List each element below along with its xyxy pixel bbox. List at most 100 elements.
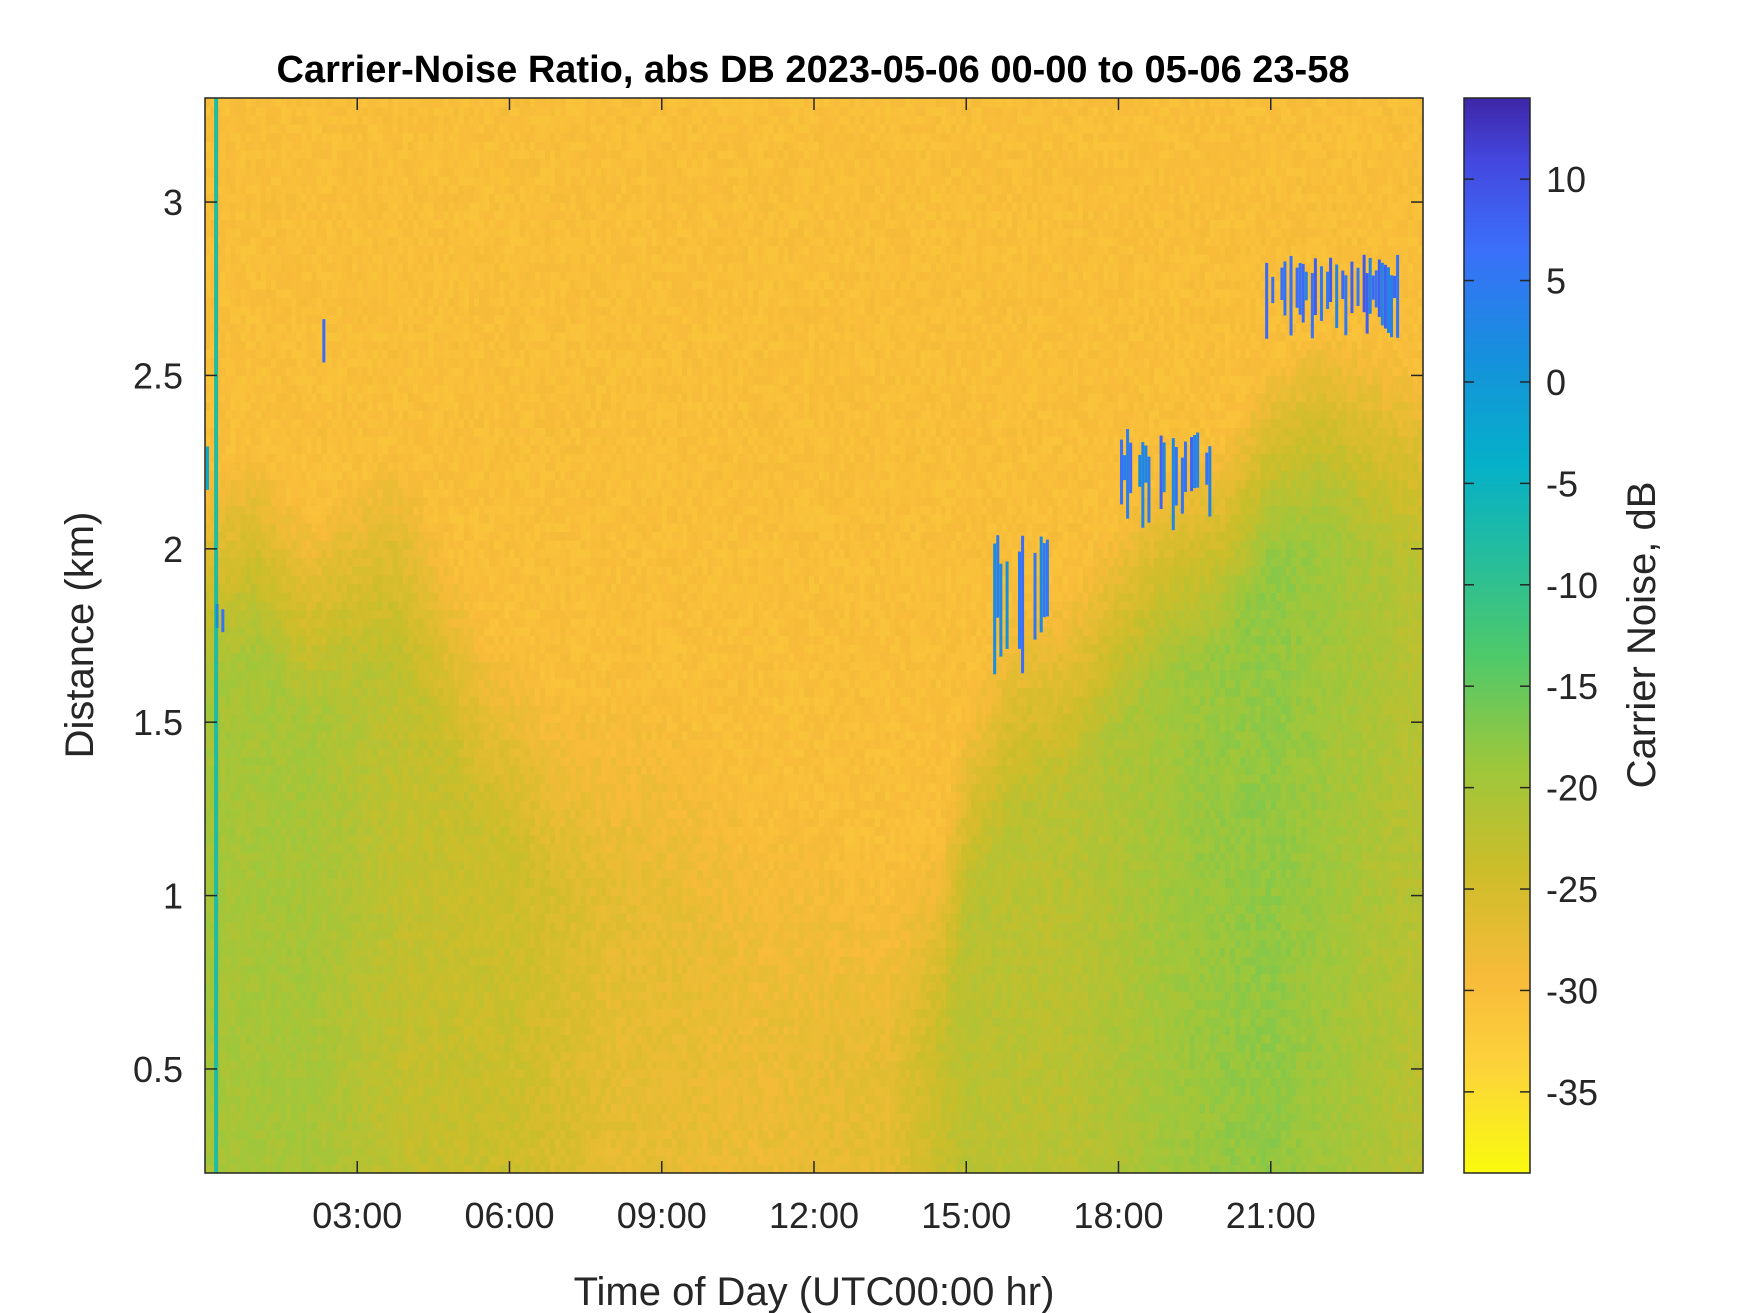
heatmap-cell: [220, 193, 226, 202]
heatmap-cell: [388, 757, 394, 766]
heatmap-cell: [393, 627, 399, 636]
heatmap-cell: [337, 159, 343, 168]
heatmap-cell: [235, 575, 241, 584]
heatmap-cell: [251, 688, 257, 697]
heatmap-cell: [347, 150, 353, 159]
heatmap-cell: [388, 1026, 394, 1035]
heatmap-cell: [266, 818, 272, 827]
heatmap-cell: [296, 323, 302, 332]
heatmap-cell: [357, 1078, 363, 1087]
heatmap-cell: [337, 792, 343, 801]
heatmap-cell: [301, 505, 307, 514]
heatmap-cell: [362, 332, 368, 341]
heatmap-cell: [342, 757, 348, 766]
heatmap-cell: [378, 471, 384, 480]
heatmap-cell: [256, 1112, 262, 1121]
heatmap-cell: [388, 982, 394, 991]
heatmap-cell: [312, 930, 318, 939]
heatmap-cell: [291, 1017, 297, 1026]
heatmap-cell: [388, 419, 394, 428]
heatmap-cell: [372, 618, 378, 627]
heatmap-cell: [367, 870, 373, 879]
heatmap-cell: [372, 332, 378, 341]
heatmap-cell: [362, 514, 368, 523]
heatmap-cell: [312, 679, 318, 688]
heatmap-cell: [235, 618, 241, 627]
heatmap-cell: [246, 566, 252, 575]
heatmap-cell: [408, 1121, 414, 1130]
heatmap-cell: [230, 1008, 236, 1017]
heatmap-cell: [220, 98, 226, 107]
heatmap-cell: [241, 349, 247, 358]
heatmap-cell: [235, 462, 241, 471]
heatmap-cell: [337, 878, 343, 887]
heatmap-cell: [235, 219, 241, 228]
heatmap-cell: [347, 974, 353, 983]
heatmap-cell: [235, 688, 241, 697]
heatmap-cell: [372, 852, 378, 861]
heatmap-cell: [291, 531, 297, 540]
heatmap-cell: [367, 566, 373, 575]
heatmap-cell: [327, 670, 333, 679]
heatmap-cell: [266, 1000, 272, 1009]
heatmap-cell: [403, 176, 409, 185]
heatmap-cell: [388, 1052, 394, 1061]
heatmap-cell: [403, 349, 409, 358]
heatmap-cell: [352, 965, 358, 974]
heatmap-cell: [266, 844, 272, 853]
heatmap-cell: [246, 280, 252, 289]
heatmap-cell: [281, 939, 287, 948]
heatmap-cell: [251, 419, 257, 428]
heatmap-cell: [220, 566, 226, 575]
heatmap-cell: [357, 948, 363, 957]
heatmap-cell: [398, 410, 404, 419]
heatmap-cell: [362, 930, 368, 939]
heatmap-cell: [403, 141, 409, 150]
heatmap-cell: [372, 436, 378, 445]
heatmap-cell: [388, 636, 394, 645]
heatmap-cell: [337, 445, 343, 454]
heatmap-cell: [327, 792, 333, 801]
heatmap-cell: [230, 141, 236, 150]
heatmap-cell: [393, 1034, 399, 1043]
heatmap-cell: [220, 688, 226, 697]
heatmap-cell: [347, 280, 353, 289]
heatmap-cell: [266, 462, 272, 471]
heatmap-cell: [296, 835, 302, 844]
heatmap-cell: [312, 731, 318, 740]
heatmap-cell: [378, 835, 384, 844]
heatmap-cell: [220, 1095, 226, 1104]
heatmap-cell: [347, 401, 353, 410]
heatmap-cell: [317, 1112, 323, 1121]
heatmap-cell: [220, 1112, 226, 1121]
heatmap-cell: [241, 1112, 247, 1121]
heatmap-cell: [241, 332, 247, 341]
heatmap-cell: [271, 887, 277, 896]
heatmap-cell: [362, 271, 368, 280]
heatmap-cell: [220, 228, 226, 237]
heatmap-cell: [256, 1008, 262, 1017]
heatmap-cell: [383, 228, 389, 237]
heatmap-cell: [301, 731, 307, 740]
heatmap-cell: [357, 557, 363, 566]
heatmap-cell: [347, 583, 353, 592]
heatmap-cell: [230, 930, 236, 939]
heatmap-cell: [220, 176, 226, 185]
heatmap-cell: [225, 462, 231, 471]
heatmap-cell: [352, 401, 358, 410]
heatmap-cell: [291, 306, 297, 315]
heatmap-cell: [383, 852, 389, 861]
heatmap-cell: [286, 107, 292, 116]
heatmap-cell: [357, 115, 363, 124]
heatmap-cell: [408, 1060, 414, 1069]
heatmap-cell: [301, 124, 307, 133]
heatmap-cell: [246, 662, 252, 671]
heatmap-cell: [317, 1164, 323, 1173]
heatmap-cell: [220, 107, 226, 116]
heatmap-cell: [372, 410, 378, 419]
heatmap-cell: [266, 167, 272, 176]
heatmap-cell: [296, 557, 302, 566]
heatmap-cell: [312, 1017, 318, 1026]
heatmap-cell: [271, 297, 277, 306]
heatmap-cell: [383, 159, 389, 168]
